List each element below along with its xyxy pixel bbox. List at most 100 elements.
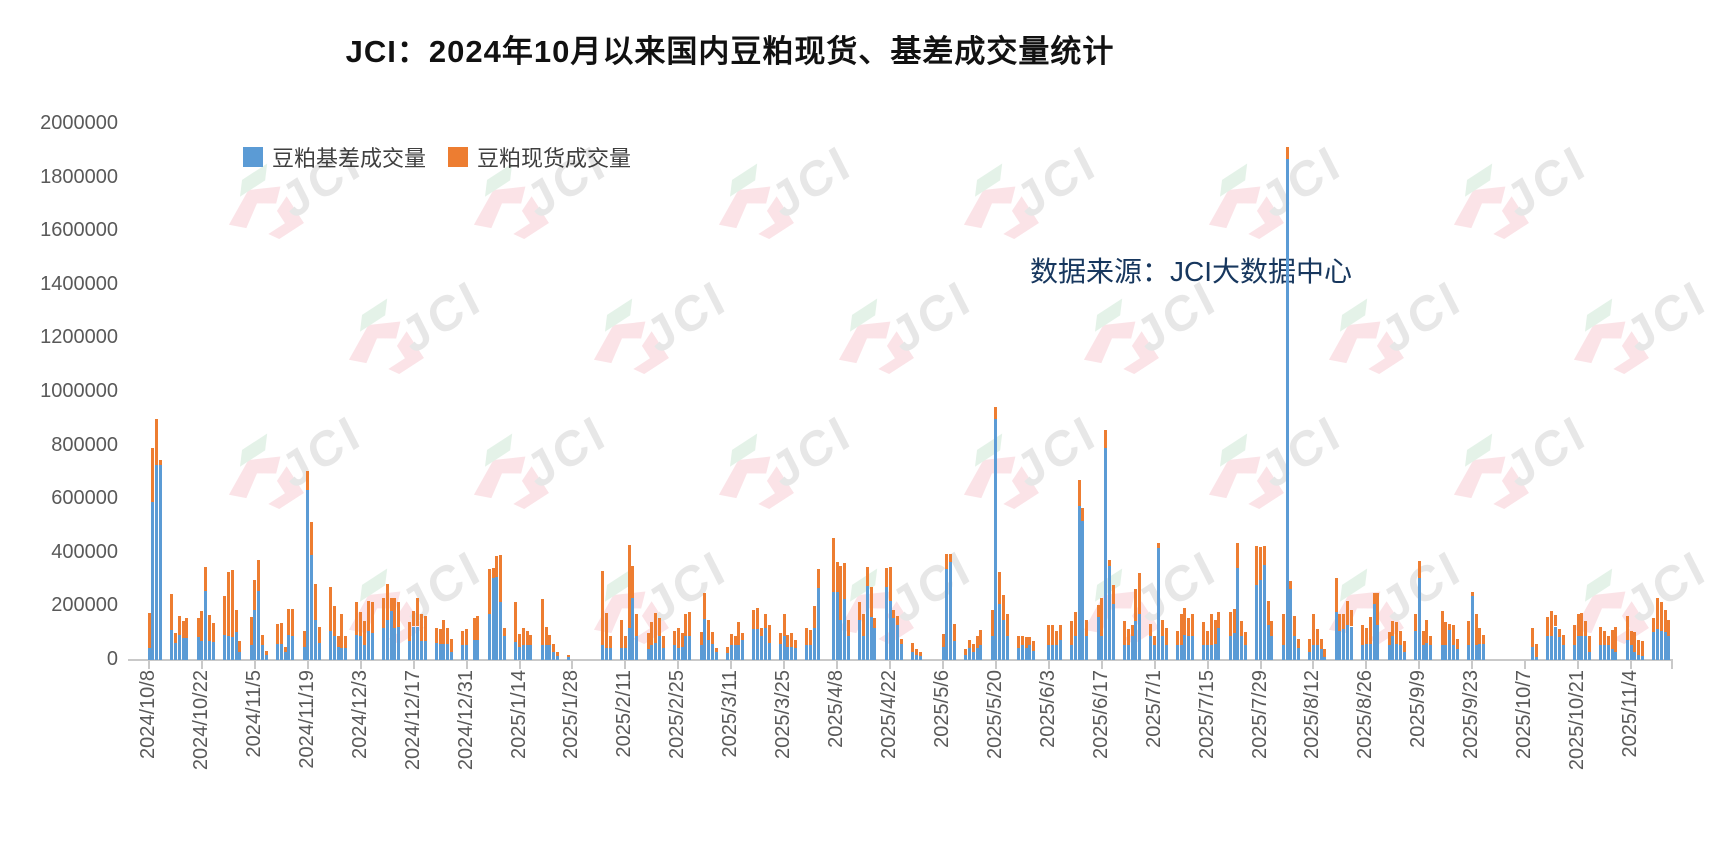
bar-basis[interactable] <box>412 626 416 660</box>
bar-spot[interactable] <box>472 617 476 640</box>
bar-spot[interactable] <box>756 608 760 630</box>
bar-basis[interactable] <box>450 651 453 660</box>
bar-basis[interactable] <box>200 640 204 660</box>
bar-spot[interactable] <box>1535 643 1538 658</box>
bar-basis[interactable] <box>1051 645 1055 660</box>
bar-basis[interactable] <box>1104 448 1107 660</box>
bar-basis[interactable] <box>1085 635 1089 660</box>
bar-spot[interactable] <box>1349 610 1353 627</box>
bar-basis[interactable] <box>1243 645 1247 660</box>
bar-spot[interactable] <box>835 561 839 593</box>
bar-spot[interactable] <box>234 610 238 632</box>
bar-spot[interactable] <box>223 596 227 635</box>
bar-spot[interactable] <box>839 566 843 620</box>
bar-spot[interactable] <box>200 611 204 641</box>
bar-basis[interactable] <box>707 639 710 660</box>
bar-basis[interactable] <box>990 635 994 660</box>
bar-spot[interactable] <box>1243 631 1247 646</box>
bar-spot[interactable] <box>703 593 707 619</box>
bar-spot[interactable] <box>1323 648 1327 657</box>
bar-spot[interactable] <box>1070 621 1073 646</box>
bar-spot[interactable] <box>971 643 975 652</box>
bar-basis[interactable] <box>196 637 200 660</box>
bar-spot[interactable] <box>869 587 873 617</box>
bar-spot[interactable] <box>1293 615 1297 636</box>
bar-spot[interactable] <box>752 609 756 629</box>
bar-basis[interactable] <box>1160 635 1164 660</box>
bar-basis[interactable] <box>869 616 873 660</box>
bar-spot[interactable] <box>1372 593 1376 604</box>
bar-spot[interactable] <box>714 647 718 652</box>
bar-spot[interactable] <box>1104 430 1107 449</box>
bar-spot[interactable] <box>805 627 809 646</box>
bar-spot[interactable] <box>1478 627 1482 644</box>
bar-spot[interactable] <box>1376 593 1380 626</box>
bar-spot[interactable] <box>434 627 438 643</box>
bar-basis[interactable] <box>1081 520 1085 660</box>
bar-basis[interactable] <box>1478 643 1482 660</box>
bar-spot[interactable] <box>1455 638 1459 650</box>
bar-spot[interactable] <box>1191 614 1194 636</box>
bar-spot[interactable] <box>495 556 499 577</box>
bar-spot[interactable] <box>707 619 710 640</box>
bar-basis[interactable] <box>151 501 155 660</box>
bar-basis[interactable] <box>170 629 174 660</box>
bar-spot[interactable] <box>329 587 332 631</box>
bar-spot[interactable] <box>344 635 348 648</box>
bar-basis[interactable] <box>495 576 499 660</box>
bar-basis[interactable] <box>211 641 215 660</box>
bar-spot[interactable] <box>415 598 419 627</box>
bar-spot[interactable] <box>1550 610 1554 636</box>
bar-basis[interactable] <box>423 641 427 660</box>
bar-spot[interactable] <box>381 598 385 628</box>
bar-basis[interactable] <box>276 644 279 660</box>
bar-spot[interactable] <box>1546 617 1550 637</box>
bar-spot[interactable] <box>725 646 729 654</box>
bar-basis[interactable] <box>873 627 877 660</box>
bar-spot[interactable] <box>998 572 1002 604</box>
bar-spot[interactable] <box>1206 630 1210 646</box>
bar-basis[interactable] <box>646 649 650 660</box>
bar-spot[interactable] <box>442 619 446 644</box>
bar-basis[interactable] <box>1228 635 1232 660</box>
bar-basis[interactable] <box>264 654 268 660</box>
bar-basis[interactable] <box>359 635 363 660</box>
bar-basis[interactable] <box>650 645 654 660</box>
bar-spot[interactable] <box>979 629 983 646</box>
bar-basis[interactable] <box>741 639 745 660</box>
bar-spot[interactable] <box>438 628 442 644</box>
bar-basis[interactable] <box>1001 619 1005 660</box>
bar-basis[interactable] <box>1032 650 1036 660</box>
bar-basis[interactable] <box>1368 643 1372 660</box>
bar-basis[interactable] <box>1372 603 1376 660</box>
bar-basis[interactable] <box>899 643 903 660</box>
bar-basis[interactable] <box>366 631 370 660</box>
bar-spot[interactable] <box>1005 613 1009 636</box>
bar-basis[interactable] <box>491 578 495 660</box>
bar-spot[interactable] <box>366 600 370 632</box>
bar-basis[interactable] <box>1259 579 1262 660</box>
bar-basis[interactable] <box>419 641 423 660</box>
bar-basis[interactable] <box>1209 645 1213 660</box>
bar-spot[interactable] <box>1281 614 1285 646</box>
bar-basis[interactable] <box>1017 647 1021 660</box>
bar-basis[interactable] <box>979 645 983 660</box>
bar-basis[interactable] <box>1414 630 1417 660</box>
bar-spot[interactable] <box>393 598 397 628</box>
bar-spot[interactable] <box>635 613 639 636</box>
bar-spot[interactable] <box>177 615 181 635</box>
bar-basis[interactable] <box>1429 645 1433 660</box>
bar-basis[interactable] <box>967 647 971 660</box>
bar-spot[interactable] <box>1017 635 1021 648</box>
bar-basis[interactable] <box>918 655 922 660</box>
bar-spot[interactable] <box>1368 617 1372 644</box>
bar-basis[interactable] <box>805 645 809 660</box>
bar-basis[interactable] <box>737 645 741 660</box>
bar-basis[interactable] <box>862 635 866 660</box>
bar-spot[interactable] <box>865 567 869 586</box>
bar-spot[interactable] <box>627 545 631 628</box>
bar-spot[interactable] <box>306 471 310 491</box>
bar-spot[interactable] <box>794 639 797 648</box>
bar-basis[interactable] <box>1134 621 1138 660</box>
bar-spot[interactable] <box>548 634 552 646</box>
